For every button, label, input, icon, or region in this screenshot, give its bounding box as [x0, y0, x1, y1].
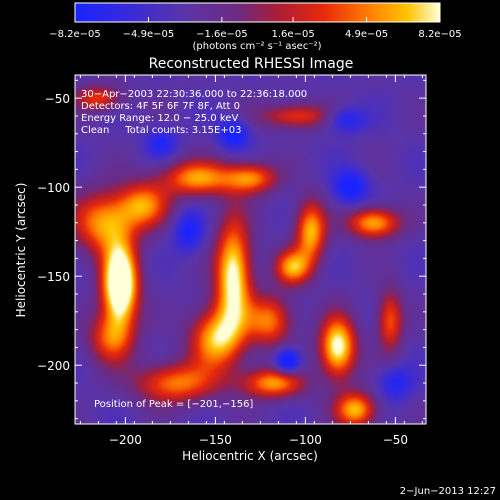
colorbar-ticks: [74, 17, 441, 22]
peak-position-label: Position of Peak = [−201,−156]: [94, 399, 253, 410]
colorbar: −8.2e−05 −4.9e−05 −1.6e−05 1.6e−05 4.9e−05 8.…: [49, 2, 462, 52]
annotation-energy: Energy Range: 12.0 − 25.0 keV: [81, 113, 238, 124]
y-axis-label: Heliocentric Y (arcsec): [14, 183, 28, 318]
x-tick-label: −150: [199, 433, 232, 447]
colorbar-tick-label: −1.6e−05: [196, 29, 248, 40]
annotation-clean: Clean Total counts: 3.15E+03: [81, 125, 241, 136]
annotation-block: 30−Apr−2003 22:30:36.000 to 22:36:18.000…: [81, 89, 307, 136]
y-tick-label: −150: [37, 270, 70, 284]
colorbar-gradient: [74, 2, 441, 23]
colorbar-tick-label: 8.2e−05: [418, 29, 461, 40]
x-tick-label: −100: [289, 433, 322, 447]
x-tick-label: −50: [383, 433, 408, 447]
x-axis-ticks: [79, 75, 423, 424]
x-axis-tick-labels: −200 −150 −100 −50: [109, 433, 408, 447]
annotation-detectors: Detectors: 4F 5F 6F 7F 8F, Att 0: [81, 101, 240, 112]
plot-frame: [74, 74, 427, 425]
colorbar-tick-label: −4.9e−05: [123, 29, 175, 40]
x-axis-label: Heliocentric X (arcsec): [182, 449, 318, 463]
x-tick-label: −200: [109, 433, 142, 447]
y-axis-tick-labels: −50 −100 −150 −200: [37, 92, 70, 373]
y-tick-label: −50: [45, 92, 70, 106]
annotation-time: 30−Apr−2003 22:30:36.000 to 22:36:18.000: [81, 89, 307, 100]
chart-title: Reconstructed RHESSI Image: [149, 56, 354, 72]
colorbar-tick-label: −8.2e−05: [49, 29, 101, 40]
colorbar-unit-label: (photons cm⁻² s⁻¹ asec⁻²): [192, 41, 321, 52]
footer-date: 2−Jun−2013 12:27: [400, 486, 496, 497]
y-tick-label: −200: [37, 359, 70, 373]
colorbar-tick-label: 4.9e−05: [345, 29, 388, 40]
heatmap-image: [75, 75, 426, 424]
y-tick-label: −100: [37, 181, 70, 195]
colorbar-tick-labels: −8.2e−05 −4.9e−05 −1.6e−05 1.6e−05 4.9e−05 8.…: [49, 29, 461, 40]
y-axis-ticks: [75, 79, 426, 420]
colorbar-tick-label: 1.6e−05: [272, 29, 315, 40]
